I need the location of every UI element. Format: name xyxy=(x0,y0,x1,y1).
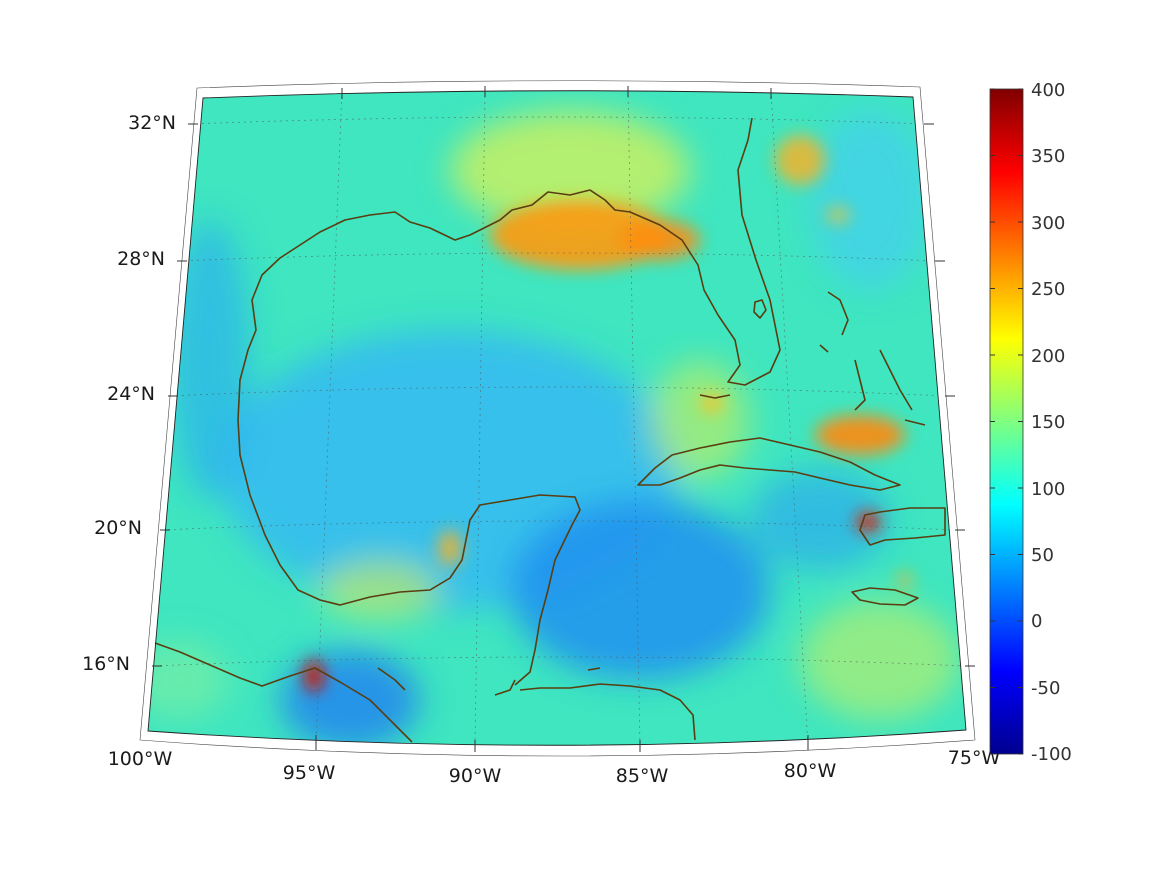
lon-label: 90°W xyxy=(449,765,502,787)
lat-label: 32°N xyxy=(128,112,176,134)
lon-label: 75°W xyxy=(948,747,1001,769)
lat-label: 28°N xyxy=(117,248,165,270)
lon-label: 85°W xyxy=(616,765,669,787)
colorbar-tick-label: 250 xyxy=(1031,279,1065,300)
colorbar-tick-label: -100 xyxy=(1031,744,1072,765)
longitude-labels: 100°W 95°W 90°W 85°W 80°W 75°W xyxy=(108,747,1001,787)
colorbar-tick-label: 200 xyxy=(1031,346,1065,367)
latitude-labels: 32°N 28°N 24°N 20°N 16°N xyxy=(82,112,176,675)
lat-label: 24°N xyxy=(107,383,155,405)
colorbar-tick-label: 50 xyxy=(1031,545,1054,566)
colorbar-tick-label: 0 xyxy=(1031,611,1042,632)
lon-label: 80°W xyxy=(784,760,837,782)
data-field xyxy=(148,90,966,746)
colorbar-tick-label: 300 xyxy=(1031,213,1065,234)
colorbar-tick-label: 400 xyxy=(1031,80,1065,101)
map-frame xyxy=(139,80,976,757)
colorbar-gradient xyxy=(989,88,1024,755)
lon-label: 95°W xyxy=(283,762,336,784)
graticule xyxy=(153,90,966,746)
coastlines xyxy=(154,117,946,743)
colorbar-tick-label: 350 xyxy=(1031,146,1065,167)
lat-label: 16°N xyxy=(82,653,130,675)
colorbar-tick-label: -50 xyxy=(1031,678,1060,699)
colorbar-tick-label: 100 xyxy=(1031,479,1065,500)
lat-label: 20°N xyxy=(94,517,142,539)
colorbar: 400 350 300 250 200 150 100 50 0 -50 -10… xyxy=(989,80,1072,765)
lon-label: 100°W xyxy=(108,748,173,770)
colorbar-tick-label: 150 xyxy=(1031,412,1065,433)
